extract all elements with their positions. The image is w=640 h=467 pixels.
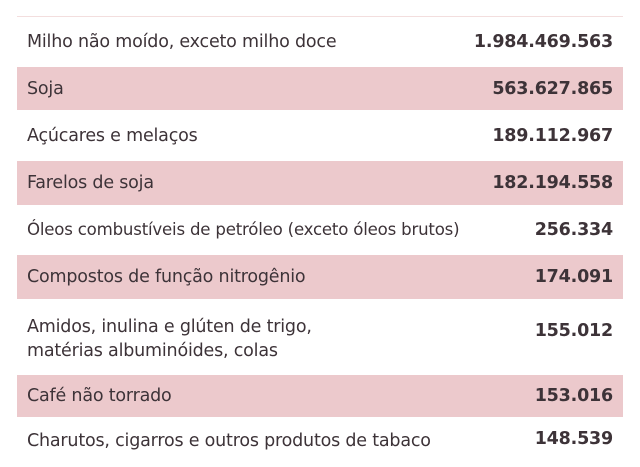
product-value: 256.334 bbox=[534, 220, 614, 240]
table-row: Amidos, inulina e glúten de trigo, matér… bbox=[17, 299, 623, 375]
product-label: Compostos de função nitrogênio bbox=[27, 267, 306, 287]
product-value: 182.194.558 bbox=[492, 173, 613, 193]
product-value: 153.016 bbox=[534, 386, 614, 406]
product-value: 563.627.865 bbox=[492, 78, 613, 99]
table-row: Farelos de soja 182.194.558 bbox=[17, 161, 623, 205]
product-label-line1: Amidos, inulina e glúten de trigo, bbox=[27, 317, 312, 337]
product-label: Milho não moído, exceto milho doce bbox=[27, 32, 337, 52]
table-row: Soja 563.627.865 bbox=[17, 67, 623, 110]
table-row: Café não torrado 153.016 bbox=[17, 375, 623, 417]
product-label: Óleos combustíveis de petróleo (exceto ó… bbox=[27, 220, 460, 239]
product-label: Café não torrado bbox=[27, 386, 172, 406]
table-row: Óleos combustíveis de petróleo (exceto ó… bbox=[17, 205, 623, 255]
product-value: 155.012 bbox=[534, 321, 614, 341]
product-label: Açúcares e melaços bbox=[27, 125, 198, 146]
product-value: 189.112.967 bbox=[492, 125, 613, 146]
table-row: Milho não moído, exceto milho doce 1.984… bbox=[17, 17, 623, 67]
product-label: Farelos de soja bbox=[27, 173, 154, 193]
product-value: 174.091 bbox=[534, 267, 614, 287]
export-products-table: Milho não moído, exceto milho doce 1.984… bbox=[17, 16, 623, 467]
product-label: Soja bbox=[27, 78, 64, 99]
table-row: Charutos, cigarros e outros produtos de … bbox=[17, 417, 623, 467]
product-label-line2: matérias albuminóides, colas bbox=[27, 341, 278, 361]
product-value: 1.984.469.563 bbox=[473, 32, 613, 52]
product-label: Charutos, cigarros e outros produtos de … bbox=[27, 431, 431, 451]
table-row: Açúcares e melaços 189.112.967 bbox=[17, 110, 623, 161]
product-value: 148.539 bbox=[534, 429, 614, 449]
product-label: Amidos, inulina e glúten de trigo, matér… bbox=[27, 315, 312, 363]
table-row: Compostos de função nitrogênio 174.091 bbox=[17, 255, 623, 299]
